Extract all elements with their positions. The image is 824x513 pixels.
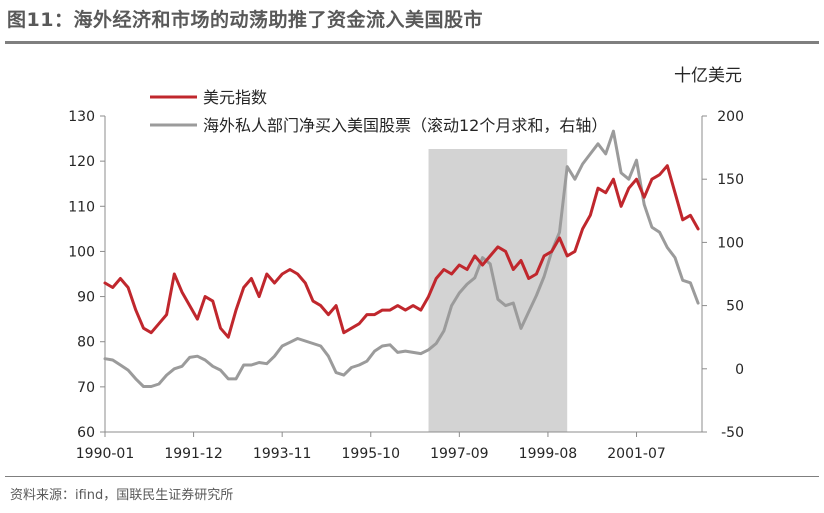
source-note: 资料来源：ifind，国联民生证券研究所 bbox=[10, 488, 234, 503]
y-left-tick-label: 70 bbox=[77, 380, 95, 396]
y-right-tick-label: 150 bbox=[717, 172, 744, 188]
y-right-tick-label: 50 bbox=[726, 299, 744, 315]
figure-title: 图11：海外经济和市场的动荡助推了资金流入美国股市 bbox=[7, 9, 483, 31]
y-left-tick-label: 110 bbox=[68, 199, 95, 215]
y-left-tick-label: 130 bbox=[68, 109, 95, 125]
x-tick-label: 1991-12 bbox=[164, 446, 223, 462]
y-left-tick-label: 80 bbox=[77, 335, 95, 351]
y-left-tick-label: 90 bbox=[77, 290, 95, 306]
y-left-tick-label: 100 bbox=[68, 244, 95, 260]
axes-layer: 60 70 80 90 100 110 120 130 -50 0 50 100 150 200 1990-… bbox=[68, 109, 744, 462]
x-tick-label: 1993-11 bbox=[253, 446, 312, 462]
x-tick-label: 2001-07 bbox=[607, 446, 666, 462]
series-line-usd-index bbox=[103, 164, 700, 339]
x-tick-label: 1990-01 bbox=[76, 446, 135, 462]
y-right-tick-label: 0 bbox=[735, 362, 744, 378]
x-tick-label: 1997-09 bbox=[430, 446, 489, 462]
legend-label: 海外私人部门净买入美国股票（滚动12个月求和，右轴） bbox=[203, 116, 607, 135]
y-right-tick-label: 100 bbox=[717, 235, 744, 251]
right-axis-unit: 十亿美元 bbox=[674, 66, 742, 86]
series-layer bbox=[103, 129, 700, 388]
y-left-tick-label: 120 bbox=[68, 154, 95, 170]
legend-label: 美元指数 bbox=[203, 88, 267, 107]
x-tick-label: 1995-10 bbox=[342, 446, 401, 462]
source-rule bbox=[5, 476, 819, 477]
y-right-tick-label: -50 bbox=[721, 425, 744, 441]
shaded-period bbox=[428, 149, 568, 432]
y-left-tick-label: 60 bbox=[77, 425, 95, 441]
shaded-period-layer bbox=[428, 149, 568, 432]
x-tick-label: 1999-08 bbox=[519, 446, 578, 462]
series-line-foreign-equity-purchases bbox=[103, 129, 700, 388]
y-right-tick-label: 200 bbox=[717, 109, 744, 125]
title-rule bbox=[5, 41, 819, 44]
